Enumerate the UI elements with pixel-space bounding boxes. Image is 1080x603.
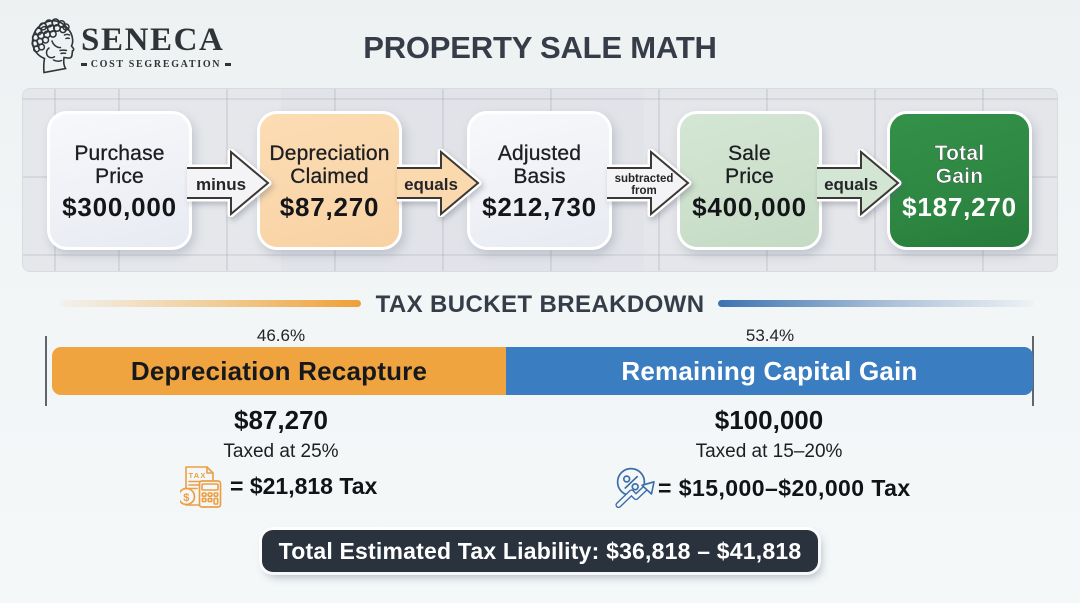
svg-text:$: $: [183, 492, 189, 504]
svg-text:TAX: TAX: [189, 471, 207, 480]
